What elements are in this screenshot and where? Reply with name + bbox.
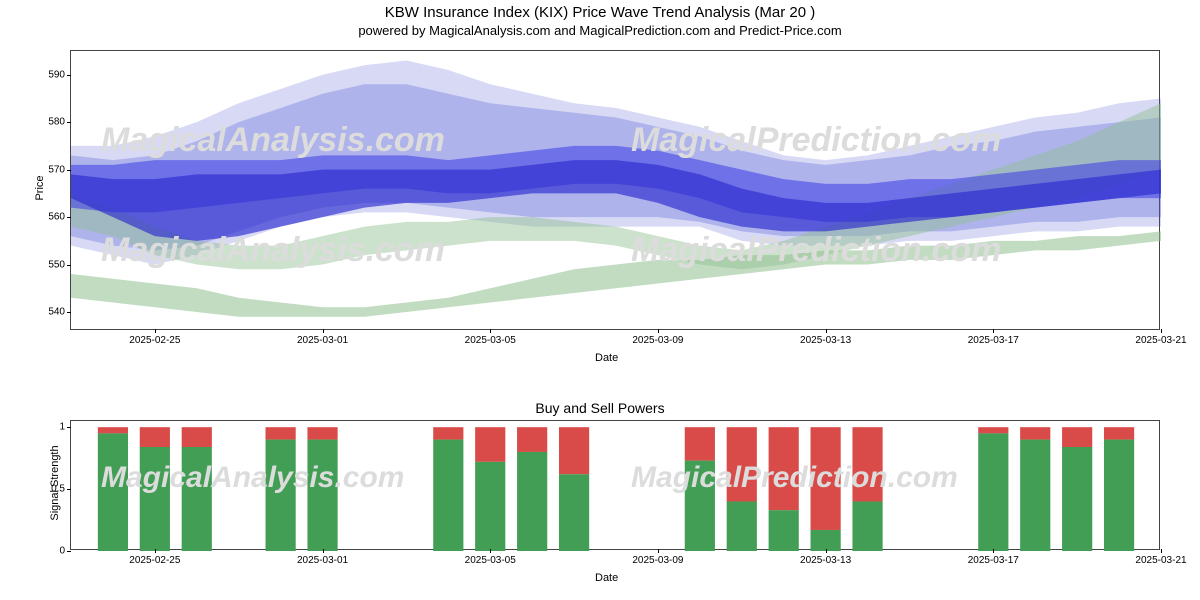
x-axis-label: Date [595, 572, 618, 584]
y-axis-label: Signal Strength [49, 438, 61, 528]
buy-bar [685, 461, 715, 551]
buy-sell-svg [71, 421, 1161, 551]
buy-bar [811, 530, 841, 551]
price-wave-chart: MagicalAnalysis.com MagicalPrediction.co… [70, 50, 1160, 330]
chart-subtitle: powered by MagicalAnalysis.com and Magic… [0, 23, 1200, 38]
buy-bar [1104, 440, 1134, 551]
buy-bar [98, 433, 128, 551]
sell-bar [769, 427, 799, 510]
buy-bar [140, 447, 170, 551]
y-tick-label: 0 [31, 546, 71, 557]
sell-bar [1020, 427, 1050, 439]
y-tick-label: 1 [31, 422, 71, 433]
buy-bar [559, 474, 589, 551]
sell-bar [517, 427, 547, 452]
buy-bar [307, 440, 337, 551]
x-axis-label: Date [595, 352, 618, 364]
sell-bar [98, 427, 128, 433]
buy-bar [182, 447, 212, 551]
sell-bar [978, 427, 1008, 433]
title-block: KBW Insurance Index (KIX) Price Wave Tre… [0, 0, 1200, 38]
figure-container: KBW Insurance Index (KIX) Price Wave Tre… [0, 0, 1200, 600]
sell-bar [727, 427, 757, 501]
y-axis-label: Price [34, 163, 46, 213]
buy-bar [727, 501, 757, 551]
sell-bar [266, 427, 296, 439]
chart-title: KBW Insurance Index (KIX) Price Wave Tre… [0, 4, 1200, 21]
sell-bar [433, 427, 463, 439]
price-wave-svg [71, 51, 1161, 331]
y-tick-label: 590 [31, 69, 71, 80]
sell-bar [811, 427, 841, 530]
buy-bar [769, 510, 799, 551]
buy-bar [978, 433, 1008, 551]
sell-bar [140, 427, 170, 447]
y-tick-label: 540 [31, 307, 71, 318]
sell-bar [307, 427, 337, 439]
sell-bar [475, 427, 505, 462]
powers-chart-title: Buy and Sell Powers [0, 400, 1200, 416]
buy-sell-powers-chart: MagicalAnalysis.com MagicalPrediction.co… [70, 420, 1160, 550]
buy-bar [1062, 447, 1092, 551]
buy-bar [266, 440, 296, 551]
y-tick-label: 560 [31, 212, 71, 223]
buy-bar [475, 462, 505, 551]
y-tick-label: 550 [31, 259, 71, 270]
buy-bar [517, 452, 547, 551]
sell-bar [1062, 427, 1092, 447]
y-tick-label: 580 [31, 117, 71, 128]
sell-bar [685, 427, 715, 460]
sell-bar [559, 427, 589, 474]
buy-bar [1020, 440, 1050, 551]
sell-bar [182, 427, 212, 447]
sell-bar [852, 427, 882, 501]
buy-bar [433, 440, 463, 551]
buy-bar [852, 501, 882, 551]
sell-bar [1104, 427, 1134, 439]
